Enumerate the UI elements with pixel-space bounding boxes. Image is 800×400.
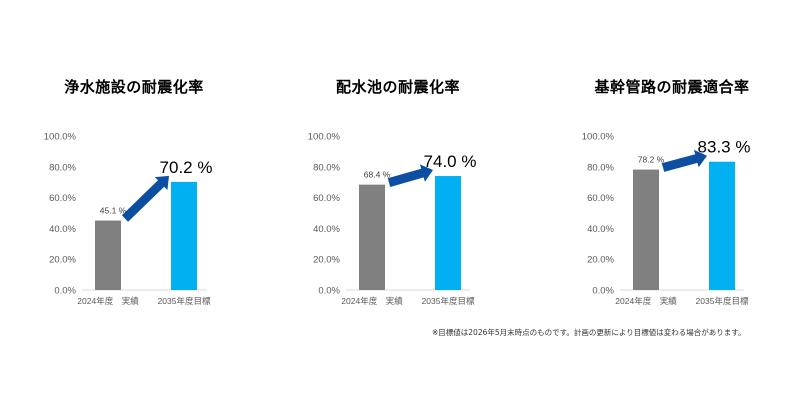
chart-title: 浄水施設の耐震化率 (64, 78, 204, 96)
increase-arrow (661, 149, 707, 172)
bar-actual (359, 184, 385, 290)
y-tick-label: 100.0% (582, 132, 615, 143)
y-tick-label: 60.0% (313, 193, 340, 204)
bar-actual (633, 169, 659, 290)
footnote: ※目標値は2026年5月末時点のものです。計画の更新により目標値は変わる場合があ… (432, 328, 746, 337)
data-label-actual: 78.2 % (638, 155, 665, 165)
y-tick-label: 40.0% (49, 224, 76, 235)
x-tick-label: 2024年度 実績 (615, 296, 677, 306)
data-label-actual: 45.1 % (100, 206, 127, 216)
data-label-target: 74.0 % (424, 152, 477, 171)
data-label-actual: 68.4 % (364, 170, 391, 180)
y-tick-label: 60.0% (587, 193, 614, 204)
bar-chart-3: 0.0% 20.0% 40.0% 60.0% 80.0% 100.0% 2024年度 実績 7… (582, 132, 751, 307)
y-tick-label: 40.0% (313, 224, 340, 235)
x-tick-label: 2035年度目標 (158, 296, 211, 306)
chart-title: 配水池の耐震化率 (335, 78, 460, 96)
increase-arrow (121, 175, 169, 222)
y-tick-label: 60.0% (49, 193, 76, 204)
y-tick-label: 20.0% (587, 255, 614, 266)
y-tick-label: 80.0% (313, 162, 340, 173)
bar-target (171, 181, 197, 290)
bar-chart-1: 0.0% 20.0% 40.0% 60.0% 80.0% 100.0% 2024年度 実績 4… (44, 132, 213, 307)
chart-title: 基幹管路の耐震適合率 (594, 78, 750, 96)
bar-chart-2: 0.0% 20.0% 40.0% 60.0% 80.0% 100.0% 2024年度 実績 6… (308, 132, 477, 307)
x-tick-label: 2024年度 実績 (341, 296, 403, 306)
chart-panel-2: 配水池の耐震化率 0.0% 20.0% 40.0% 60.0% 80.0% 100.0% 2… (278, 0, 518, 330)
bar-target (709, 161, 735, 290)
y-tick-label: 20.0% (49, 255, 76, 266)
y-tick-label: 80.0% (49, 162, 76, 173)
y-tick-label: 0.0% (318, 286, 340, 297)
bar-target (435, 176, 461, 290)
chart-panel-3: 基幹管路の耐震適合率 0.0% 20.0% 40.0% 60.0% 80.0% 100.0… (552, 0, 792, 330)
x-tick-label: 2035年度目標 (696, 296, 749, 306)
y-tick-label: 40.0% (587, 224, 614, 235)
increase-arrow (387, 164, 433, 187)
y-tick-label: 80.0% (587, 162, 614, 173)
y-tick-label: 100.0% (44, 132, 77, 143)
y-tick-label: 20.0% (313, 255, 340, 266)
y-tick-label: 0.0% (592, 286, 614, 297)
chart-panel-1: 浄水施設の耐震化率 0.0% 20.0% 40.0% 60.0% 80.0% 100.0%… (14, 0, 254, 330)
y-tick-label: 0.0% (54, 286, 76, 297)
x-tick-label: 2024年度 実績 (77, 296, 139, 306)
data-label-target: 83.3 % (698, 138, 751, 157)
y-tick-label: 100.0% (308, 132, 341, 143)
bar-actual (95, 220, 121, 290)
x-tick-label: 2035年度目標 (422, 296, 475, 306)
data-label-target: 70.2 % (160, 158, 213, 177)
